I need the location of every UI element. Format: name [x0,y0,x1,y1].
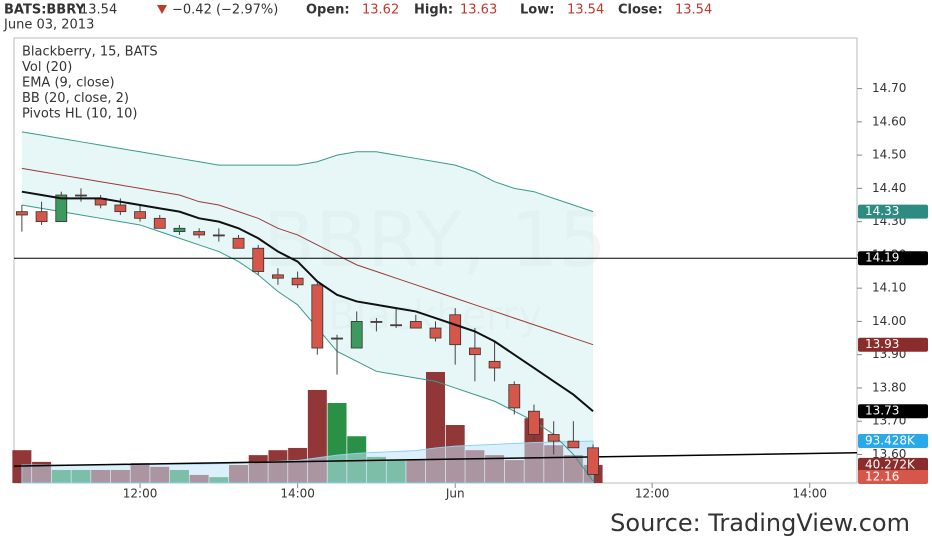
y-tick-label: 14.40 [872,181,906,195]
candle-body [370,321,383,323]
close: 13.54 [675,3,712,18]
plot: 13.6013.7013.8013.9014.0014.1014.2014.30… [12,81,928,501]
x-tick-label: 14:00 [792,487,827,501]
legend-item: Pivots HL (10, 10) [22,107,137,122]
badge-label: 93.428K [865,434,916,448]
low: 13.54 [567,3,604,18]
candle-body [212,234,225,237]
badge-box [858,457,928,472]
candle-body [75,194,87,197]
x-tick-label: 12:00 [123,487,158,501]
bb-upper [21,131,594,213]
close-label: Close: [618,3,663,18]
price-badge: 13.93 [858,337,928,352]
symbol: BATS:BBRY [4,3,86,18]
price-badge: 14.19 [858,251,928,266]
candle-body [232,237,245,249]
badge-box [858,251,928,266]
candle-body [409,321,422,329]
source: Source: TradingView.com [610,509,910,537]
candle-body [567,440,580,449]
legend-item: BB (20, close, 2) [22,91,129,106]
y-tick-label: 14.70 [872,81,906,95]
high-label: High: [414,3,453,18]
open: 13.62 [362,3,399,18]
ema [21,190,594,412]
badge-label: 12.16 [865,470,899,484]
low-label: Low: [520,3,554,18]
candle-body [528,410,540,435]
candle-body [587,447,599,475]
badge-box [858,434,928,449]
y-tick-label: 14.50 [872,148,906,162]
x-tick-label: 12:00 [635,487,670,501]
bb-fill [21,131,594,482]
badge-box [858,337,928,352]
legend-item: Vol (20) [22,60,72,75]
down-arrow [157,5,167,14]
badge-label: 13.73 [865,404,899,418]
candle-body [173,227,186,233]
open-label: Open: [306,3,350,18]
change: −0.42 (−2.97%) [172,3,278,18]
badge-box [858,204,928,219]
y-tick-label: 14.00 [872,314,906,328]
candle-body [449,314,462,346]
candle-body [331,337,343,340]
candle-body [291,277,304,286]
badge-label: 40.272K [865,457,916,471]
price-badge: 14.33 [858,204,928,219]
price-badge: 12.16 [858,470,928,484]
bb-lower [21,204,594,482]
candle-body [193,231,206,236]
x-tick-label: 14:00 [280,487,315,501]
legend-item: Blackberry, 15, BATS [22,45,158,60]
candle-body [508,384,521,409]
badge-label: 14.19 [865,251,899,265]
bb-mid [21,167,594,346]
candle-body [15,211,28,216]
candle-body [390,324,403,327]
candle-body [311,284,324,349]
legend-item: EMA (9, close) [22,76,115,91]
candle-body [547,434,560,442]
badge-label: 13.93 [865,337,899,351]
x-tick-label: Jun [445,487,465,501]
candle-body [350,321,363,349]
price-badge: 13.73 [858,404,928,419]
price-badge: 40.272K [858,457,928,472]
price-badge: 93.428K [858,434,928,449]
candle-body [488,360,501,369]
header: BATS:BBRY 13.54 −0.42 (−2.97%) Open: 13.… [3,3,712,33]
candle-body [272,274,284,279]
candle-body [55,194,68,223]
candle-body [153,217,166,229]
y-tick-label: 13.60 [872,447,906,461]
pivot-low [13,452,858,467]
badge-label: 14.33 [865,204,899,218]
y-tick-label: 14.10 [872,281,906,295]
date: June 03, 2013 [3,18,94,33]
candle-body [252,247,265,272]
badge-box [858,470,928,484]
candle-body [134,211,146,219]
high: 13.63 [460,3,497,18]
candle-body [468,347,481,356]
y-tick-label: 13.80 [872,380,906,394]
candle-body [429,327,442,339]
candle-body [35,211,48,223]
badge-box [858,404,928,419]
candle-body [114,204,127,213]
y-tick-label: 14.60 [872,114,906,128]
price: 13.54 [80,3,117,18]
